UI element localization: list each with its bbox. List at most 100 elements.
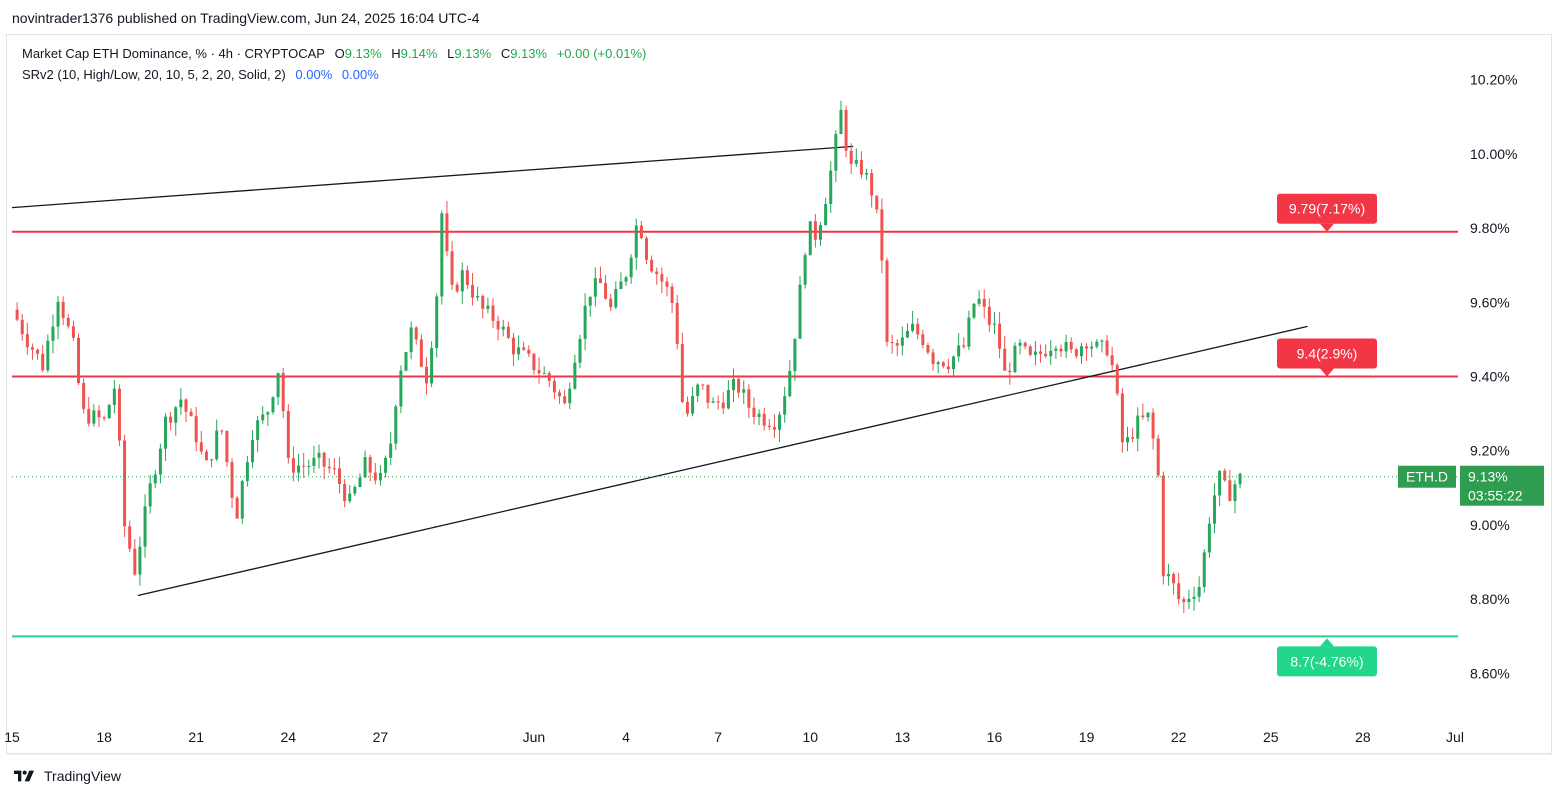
candle-up [829, 170, 833, 205]
candle-down [946, 366, 950, 370]
candle-down [813, 221, 817, 240]
candle-down [41, 353, 45, 371]
candle-up [865, 173, 869, 175]
candle-up [112, 388, 116, 405]
candle-down [1182, 599, 1186, 603]
candle-down [189, 411, 193, 417]
candle-up [742, 389, 746, 393]
candle-up [542, 373, 546, 375]
tradingview-brand[interactable]: TradingView [14, 768, 121, 784]
candle-down [511, 337, 515, 355]
candle-up [1126, 437, 1130, 443]
open-value: 9.13% [344, 46, 382, 61]
candle-down [445, 213, 449, 252]
candle-down [117, 388, 121, 441]
candle-up [256, 420, 260, 441]
candle-down [133, 548, 137, 575]
symbol-tag-label: ETH.D [1406, 469, 1448, 485]
candle-down [558, 392, 562, 397]
resistance-level-badge [1277, 193, 1377, 224]
candle-down [235, 497, 239, 519]
candle-down [302, 465, 306, 467]
candle-down [926, 344, 930, 353]
candle-down [987, 306, 991, 325]
candle-down [450, 251, 454, 285]
candle-down [1151, 412, 1155, 439]
candle-up [143, 506, 147, 547]
candles-group [15, 100, 1242, 614]
candle-up [317, 452, 321, 458]
candle-down [645, 238, 649, 260]
candle-up [307, 465, 311, 467]
candle-up [793, 338, 797, 371]
low-value: 9.13% [454, 46, 492, 61]
candle-up [818, 225, 822, 240]
candle-down [532, 353, 536, 371]
indicator-legend[interactable]: SRv2 (10, High/Low, 20, 10, 5, 2, 20, So… [22, 67, 379, 82]
candle-up [726, 390, 730, 409]
candle-down [291, 458, 295, 473]
candle-up [1033, 351, 1037, 355]
candle-up [967, 317, 971, 347]
candle-down [563, 396, 567, 404]
candle-up [363, 457, 367, 478]
candle-up [261, 414, 265, 421]
candle-up [501, 326, 505, 330]
resistance-level-badge [1277, 338, 1377, 369]
change-value: +0.00 (+0.01%) [556, 46, 647, 61]
y-tick-label: 9.60% [1470, 294, 1510, 310]
candle-down [1156, 438, 1160, 476]
high-label: H [391, 46, 401, 61]
symbol-legend[interactable]: Market Cap ETH Dominance, % · 4h · CRYPT… [22, 46, 646, 61]
candle-down [332, 468, 336, 470]
candle-up [1095, 341, 1099, 347]
candle-up [854, 159, 858, 164]
open-label: O [334, 46, 345, 61]
x-tick-label: 24 [281, 729, 297, 745]
candle-down [941, 362, 945, 367]
candle-down [455, 284, 459, 292]
candle-up [476, 296, 480, 298]
trendline [11, 145, 854, 209]
support-level-label: 8.7(-4.76%) [1290, 653, 1363, 669]
close-value: 9.13% [510, 46, 548, 61]
candle-up [92, 410, 96, 424]
candle-down [1003, 348, 1007, 371]
candle-up [56, 301, 60, 327]
candle-up [588, 296, 592, 306]
candle-down [1008, 370, 1012, 373]
candle-up [179, 399, 183, 408]
candle-down [20, 319, 24, 335]
candle-down [230, 462, 234, 498]
candle-down [650, 259, 654, 272]
x-tick-label: 19 [1079, 729, 1095, 745]
candle-down [604, 283, 608, 299]
candle-down [772, 426, 776, 430]
support-level-badge [1277, 646, 1377, 677]
candle-down [998, 323, 1002, 349]
candle-down [639, 225, 643, 239]
x-tick-label: Jul [1446, 729, 1464, 745]
candle-up [271, 397, 275, 413]
last-price-value: 9.13% [1468, 469, 1508, 485]
candle-up [158, 448, 162, 475]
badge-pointer [1320, 638, 1334, 647]
candle-down [225, 431, 229, 463]
candle-down [1069, 341, 1073, 350]
candle-down [660, 274, 664, 282]
candle-down [870, 173, 874, 196]
x-tick-label: 10 [802, 729, 818, 745]
candle-down [670, 286, 674, 303]
badge-pointer [1320, 368, 1334, 377]
x-tick-label: 21 [188, 729, 204, 745]
candle-up [384, 457, 388, 473]
candle-up [905, 330, 909, 338]
candle-up [691, 396, 695, 414]
x-tick-label: 27 [373, 729, 389, 745]
candle-up [486, 305, 490, 309]
candle-up [624, 277, 628, 282]
candle-up [619, 281, 623, 289]
candle-down [721, 402, 725, 409]
candle-up [936, 362, 940, 365]
